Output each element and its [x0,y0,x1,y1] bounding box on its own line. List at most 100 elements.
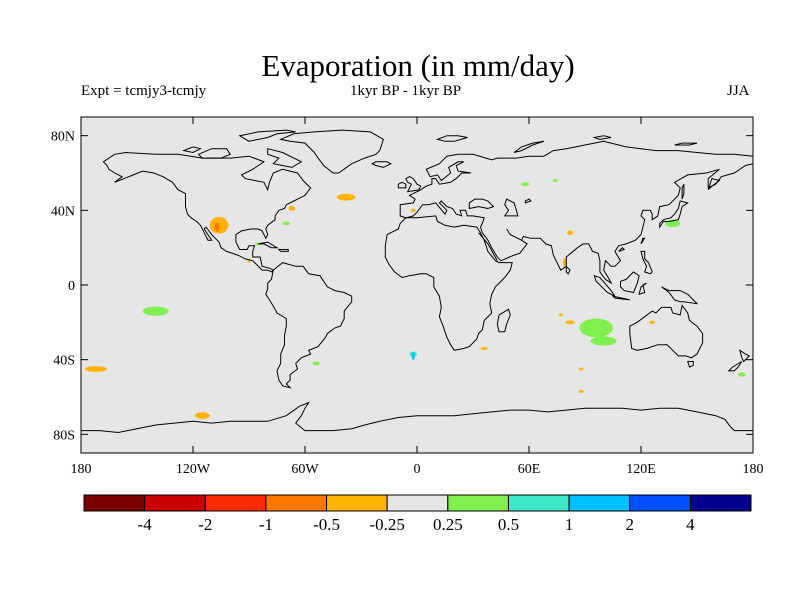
coastline-south-america [265,262,353,389]
coastline-red-sea-coast [478,232,498,261]
x-tick-label-5: 120E [626,462,656,477]
y-tick-label-2: 0 [68,279,75,294]
coastline-uk [405,176,422,193]
coastline-taiwan [640,237,646,245]
colorbar-label-1: -2 [198,515,212,534]
coastline-japan [659,200,689,229]
anomaly-patch-4 [282,221,291,226]
coastline-africa [384,215,513,351]
colorbar-label-0: -4 [138,515,153,534]
coastline-severnaya-zemlya [592,135,612,140]
y-tick-label-3: 40S [53,354,75,369]
coastline-new-zealand-south [727,361,743,372]
anomaly-patch-21 [590,336,617,346]
coastline-philippines [640,250,653,275]
anomaly-patch-1 [214,222,220,232]
anomaly-patch-20 [579,318,613,338]
anomaly-patch-27 [558,313,563,317]
x-axis: 180 120W 60W 0 60E 120E 180 [71,117,764,477]
anomaly-patch-26 [649,320,655,325]
coastline-greenland [279,129,385,174]
anomaly-patch-25 [738,372,746,377]
colorbar-label-3: -0.5 [313,515,340,534]
anomaly-patch-13 [480,346,488,350]
y-tick-label-1: 40N [51,204,75,219]
colorbar-box-2 [204,494,267,512]
coastline-cuba [258,241,279,249]
colorbar-box-7 [507,494,570,512]
anomaly-patch-18 [563,257,566,268]
coastline-kamchatka-tip [707,178,721,191]
colorbar-label-2: -1 [259,515,273,534]
colorbar-label-9: 4 [686,515,695,534]
x-tick-label-4: 60E [518,462,541,477]
colorbar-label-8: 2 [625,515,634,534]
coastline-australia [629,304,704,359]
anomaly-patch-8 [84,366,108,372]
coastline-java [611,295,630,301]
x-tick-label-0: 180 [71,462,92,477]
coastline-novaya-zemlya [513,140,545,153]
colorbar-box-9 [629,494,691,512]
x-tick-label-2: 60W [291,462,319,477]
map-background [81,117,753,453]
coastline-ireland [397,181,407,189]
coastline-eurasia [399,140,754,285]
coastline-hispaniola [277,249,289,252]
colorbar: -4 -2 -1 -0.5 -0.25 0.25 0.5 1 2 4 [83,494,752,534]
coastline-black-sea [468,198,495,210]
y-axis: 80N 40N 0 40S 80S [51,130,753,443]
coastline-victoria-island [197,148,232,159]
colorbar-box-1 [144,494,206,512]
anomaly-patch-2 [336,193,356,201]
coastline-new-guinea [661,286,699,305]
x-tick-label-6: 180 [743,462,764,477]
page-title: Evaporation (in mm/day) [261,48,575,83]
colorbar-label-4: -0.25 [369,515,404,534]
period-label: 1kyr BP - 1kyr BP [350,83,462,99]
anomaly-patch-15 [552,178,558,182]
coastline-madagascar [496,308,511,333]
colorbar-label-6: 0.5 [498,515,519,534]
x-tick-label-1: 120W [176,462,211,477]
experiment-label: Expt = tcmjy3-tcmjy [81,83,207,99]
anomaly-patches [84,178,746,420]
colorbar-box-5 [386,494,449,512]
anomaly-patch-12 [411,351,415,361]
anomaly-patch-24 [578,389,584,393]
anomaly-patch-3 [288,206,296,211]
colorbar-label-5: 0.25 [433,515,463,534]
coastline-sulawesi [638,282,647,296]
colorbar-box-3 [265,494,328,512]
coastline-baffin-island [267,148,303,168]
anomaly-patch-9 [194,412,210,420]
coastline-aral-sea [524,198,532,204]
y-tick-label-4: 80S [53,428,75,443]
colorbar-box-10 [689,494,752,512]
coastline-hainan [618,247,626,252]
season-label: JJA [727,83,750,99]
colorbar-box-4 [326,494,388,512]
coastline-north-america [102,151,312,273]
x-tick-label-3: 0 [414,462,421,477]
colorbar-box-8 [568,494,631,512]
coastline-svalbard [435,135,468,142]
colorbar-label-7: 1 [565,515,574,534]
coastline-arabian-peninsula-gulf [506,228,522,241]
anomaly-patch-22 [565,320,575,325]
coastlines [81,129,754,434]
colorbar-box-0 [83,494,146,512]
anomaly-patch-17 [567,230,574,235]
coastline-borneo [620,271,640,294]
y-tick-label-0: 80N [51,130,75,145]
coastline-tasmania [687,361,694,368]
coastline-iceland [371,161,393,168]
coastline-new-zealand-north [739,349,751,363]
coastline-ellesmere-island [238,129,296,142]
coastline-sakhalin [681,183,685,200]
colorbar-box-6 [447,494,509,512]
anomaly-patch-10 [312,361,320,366]
coastline-caspian-sea [503,198,519,217]
coastline-banks-island [181,146,202,154]
coastline-taimyr-islands [674,142,698,146]
